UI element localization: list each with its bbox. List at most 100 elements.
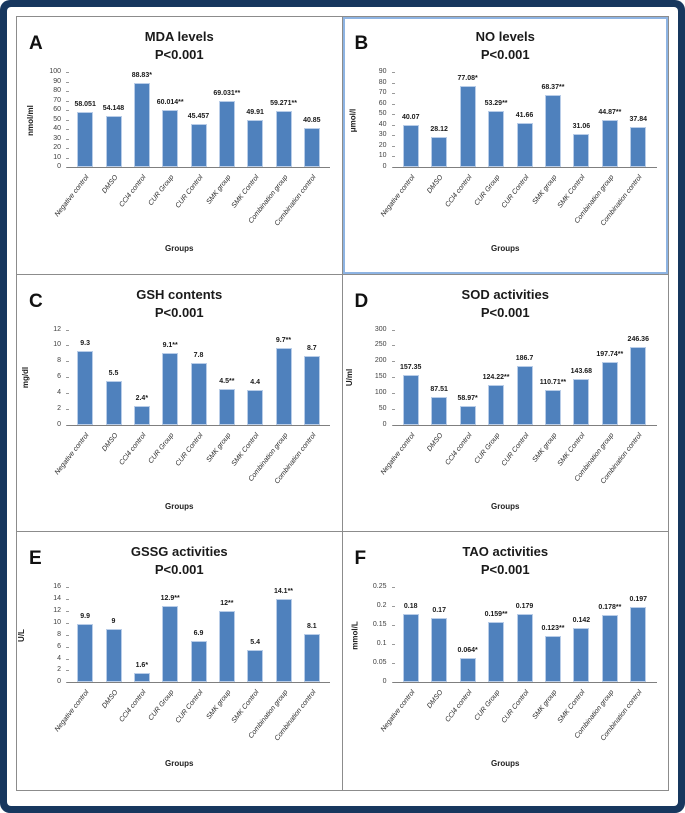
bar-value-label: 0.064* — [457, 647, 478, 654]
y-tick-mark — [66, 377, 69, 379]
y-tick-mark — [391, 377, 395, 379]
bar-value-label: 44.87** — [598, 108, 622, 116]
y-tick-label: 40 — [53, 125, 61, 132]
y-tick-mark — [66, 392, 69, 394]
x-axis-line — [392, 424, 657, 426]
y-tick-label: 90 — [53, 77, 61, 85]
bar — [488, 110, 505, 167]
figure-inner-frame: A MDA levels P<0.001 nmol/ml 0 10 20 30 40 50 6… — [7, 7, 678, 806]
category-label: Combination control — [273, 431, 318, 486]
panel-a: A MDA levels P<0.001 nmol/ml 0 10 20 30 40 50 6… — [17, 17, 343, 275]
y-tick-mark — [391, 587, 395, 589]
bar-value-label: 246.36 — [627, 335, 649, 343]
chart-title-e: GSSG activities — [130, 544, 228, 560]
category-label: CCl4 control — [118, 174, 148, 209]
category-label: Combination control — [599, 431, 644, 486]
y-tick-label: 250 — [374, 341, 387, 349]
bar — [544, 94, 561, 167]
x-axis-line — [67, 682, 330, 684]
bar — [488, 385, 505, 425]
y-tick-mark — [66, 81, 69, 83]
panel-letter-d: D — [354, 290, 369, 312]
y-tick-label: 50 — [378, 110, 387, 118]
bar-value-label: 58.97* — [457, 394, 478, 402]
category-label: Negative control — [54, 431, 91, 476]
bar — [516, 365, 533, 425]
category-label: Combination group — [247, 689, 290, 741]
bar-value-label: 37.84 — [629, 116, 648, 124]
bar-value-label: 9.9 — [80, 612, 91, 620]
bar-value-label: 6.9 — [193, 630, 204, 638]
y-tick-label: 60 — [378, 99, 387, 107]
bar-value-label: 110.71** — [539, 378, 567, 386]
bar — [218, 389, 235, 425]
y-tick-mark — [391, 124, 395, 126]
x-axis-title-f: Groups — [491, 759, 520, 769]
bar — [402, 374, 419, 425]
y-tick-label: 4 — [57, 654, 61, 662]
y-tick-mark — [391, 156, 395, 158]
bar-value-label: 1.6* — [135, 661, 149, 669]
y-tick-label: 0.05 — [372, 659, 387, 667]
bar — [105, 115, 122, 167]
category-label: Negative control — [379, 431, 417, 476]
panel-letter-b: B — [354, 33, 369, 54]
bar-value-label: 12** — [220, 600, 234, 608]
y-tick-label: 10 — [378, 152, 387, 160]
chart-subtitle-c: P<0.001 — [154, 304, 204, 320]
bar — [162, 605, 179, 683]
category-label: CUR Control — [174, 689, 205, 725]
chart-area-e: U/L 0 2 4 6 8 10 12 14 16 9.9 Negative control 9 DMSO… — [17, 583, 332, 757]
x-axis-title-b: Groups — [491, 244, 520, 253]
y-tick-label: 80 — [53, 87, 61, 94]
bar-value-label: 69.031** — [213, 90, 241, 98]
y-tick-label: 40 — [378, 120, 387, 128]
y-tick-label: 200 — [374, 357, 387, 365]
bar — [573, 379, 590, 425]
y-tick-mark — [391, 93, 395, 95]
category-label: SMK group — [531, 431, 559, 464]
y-tick-label: 2 — [57, 666, 61, 674]
y-tick-label: 0 — [57, 678, 61, 686]
y-tick-mark — [66, 587, 69, 589]
bar — [516, 123, 533, 167]
bar — [77, 111, 94, 167]
panel-letter-f: F — [354, 548, 367, 570]
category-label: CUR Control — [500, 689, 531, 725]
category-label: DMSO — [100, 689, 120, 711]
bar-value-label: 2.4* — [135, 394, 149, 402]
bar — [544, 635, 561, 683]
panel-d: D SOD activities P<0.001 U/ml 0 50 100 150 20… — [342, 274, 668, 533]
bar-value-label: 49.91 — [246, 108, 264, 116]
bar — [77, 623, 94, 683]
category-label: CUR Group — [473, 174, 502, 208]
bar-value-label: 88.83* — [131, 71, 152, 79]
category-label: CUR Group — [473, 431, 502, 465]
chart-subtitle-a: P<0.001 — [154, 47, 204, 62]
bar — [431, 617, 448, 683]
y-tick-mark — [391, 345, 395, 347]
y-axis-unit-label: U/L — [17, 628, 26, 642]
category-label: CUR Group — [147, 431, 176, 465]
chart-area-b: μmol/l 0 10 20 30 40 50 60 70 80 90 40.07 Negative c… — [348, 68, 659, 242]
bar — [488, 621, 505, 683]
bar-value-label: 9 — [111, 617, 116, 625]
y-tick-label: 12 — [53, 607, 61, 615]
y-tick-mark — [391, 361, 395, 363]
bar — [544, 389, 561, 425]
y-tick-mark — [391, 663, 395, 665]
chart-title-d: SOD activities — [461, 286, 549, 302]
bar — [630, 607, 647, 683]
category-label: SMK Control — [556, 689, 587, 725]
y-tick-label: 12 — [53, 325, 61, 333]
bar-value-label: 186.7 — [515, 354, 534, 362]
chart-title-a: MDA levels — [144, 29, 214, 44]
bar-value-label: 28.12 — [430, 126, 448, 134]
y-tick-label: 90 — [378, 68, 387, 75]
chart-area-f: mmol/L 0 0.05 0.1 0.15 0.2 0.25 0.18 Negative co… — [350, 583, 659, 757]
category-label: Combination group — [247, 431, 290, 483]
y-tick-mark — [391, 72, 395, 73]
x-axis-title-c: Groups — [165, 501, 194, 511]
chart-subtitle-b: P<0.001 — [480, 47, 530, 62]
